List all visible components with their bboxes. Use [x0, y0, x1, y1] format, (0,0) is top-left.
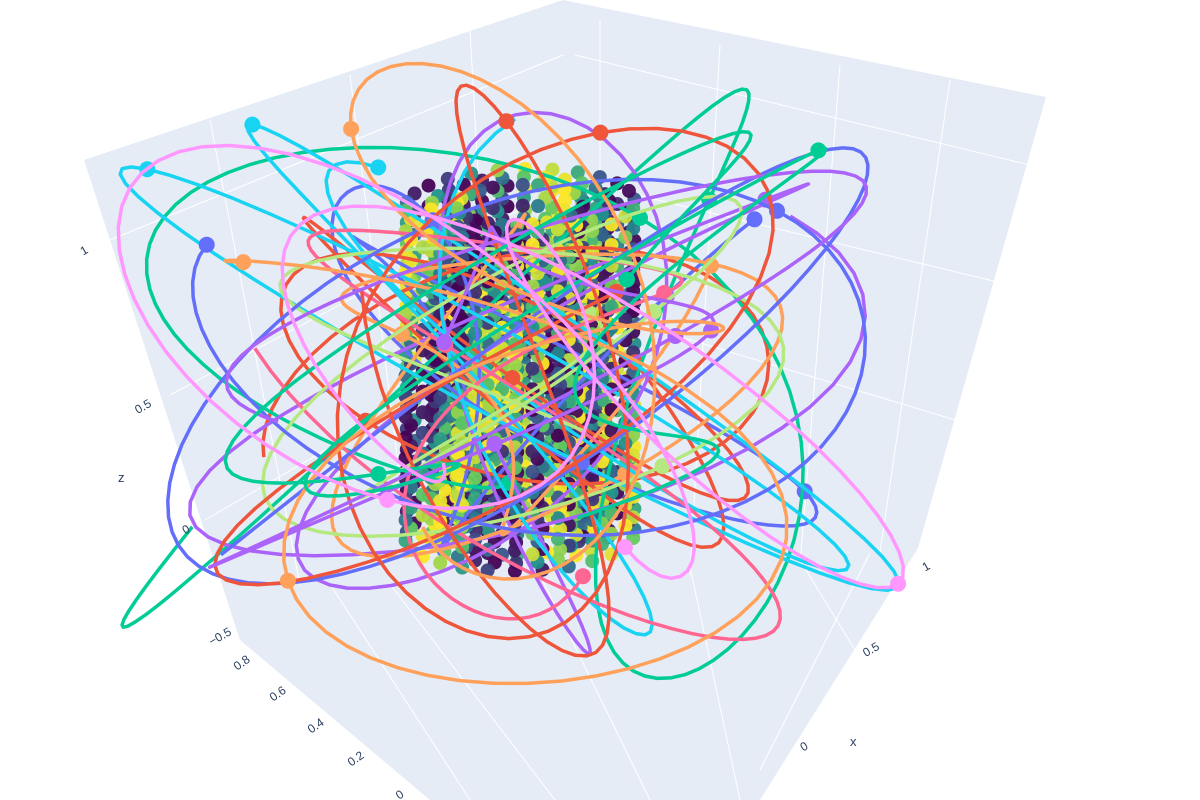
cylinder-point	[415, 405, 430, 420]
trajectory-marker	[393, 326, 410, 343]
cylinder-point	[480, 563, 495, 578]
trajectory-line	[116, 143, 905, 590]
trajectory-line	[260, 194, 786, 539]
trajectory-marker	[616, 539, 633, 556]
trajectory-marker	[592, 124, 609, 141]
trajectory-marker	[436, 334, 453, 351]
trajectory-marker	[498, 113, 515, 130]
trajectory-marker	[370, 466, 387, 482]
cylinder-point	[525, 547, 540, 562]
cylinder-point	[525, 361, 540, 376]
trajectory-marker	[279, 572, 296, 589]
x-tick-label: 1	[920, 559, 933, 575]
z-tick-label: −0.5	[206, 624, 234, 648]
y-tick-label: 0.6	[267, 683, 289, 704]
scene-floor	[240, 548, 918, 800]
grid-line	[689, 44, 721, 576]
trajectory-marker	[575, 568, 591, 585]
trajectory-line	[223, 61, 789, 686]
cylinder-point	[433, 555, 448, 570]
cylinder-point	[550, 428, 565, 443]
trajectory-marker	[343, 120, 360, 137]
x-tick-label: 0.5	[860, 639, 882, 660]
trajectory-marker	[810, 142, 827, 159]
grid-line	[879, 79, 951, 553]
trajectory-marker	[890, 575, 907, 592]
cylinder-point	[515, 177, 530, 192]
cylinder-point	[550, 490, 565, 505]
trajectory-marker	[235, 254, 252, 271]
trajectory-marker	[504, 370, 521, 386]
grid-line	[574, 54, 1031, 166]
trajectory-line	[118, 117, 901, 637]
trajectory-marker	[656, 285, 673, 301]
cylinder-point	[433, 390, 448, 405]
cylinder-point	[421, 178, 436, 193]
cylinder-point	[485, 180, 500, 195]
y-tick-label: 0.4	[305, 715, 327, 736]
x-axis-title: x	[850, 734, 857, 749]
y-tick-label: 0	[393, 787, 407, 800]
trajectory-line	[253, 228, 782, 642]
trajectory-line	[213, 83, 775, 658]
cylinder-point	[525, 464, 540, 479]
x-tick-label: 0	[798, 739, 811, 755]
grid-line	[799, 559, 856, 651]
trajectory-marker	[746, 211, 763, 228]
grid-line	[759, 552, 871, 771]
trajectory-marker	[370, 159, 387, 176]
cylinder-point	[433, 494, 448, 509]
z-axis-title: z	[118, 470, 125, 485]
cylinder-point	[531, 199, 545, 213]
trajectories	[116, 61, 907, 686]
trajectory-marker	[703, 257, 719, 274]
cylinder-point	[455, 416, 470, 431]
y-tick-label: 0.2	[345, 748, 367, 769]
trajectory-marker	[379, 491, 396, 508]
cylinder-point	[550, 222, 565, 237]
z-tick-label: 1	[78, 243, 91, 259]
grid-line	[329, 583, 471, 800]
trajectory-marker	[619, 271, 635, 288]
trajectory-marker	[244, 116, 261, 133]
trajectory-marker	[654, 458, 671, 475]
z-tick-label: 0.5	[132, 396, 154, 417]
cylinder-point	[570, 165, 585, 180]
cylinder-point	[622, 183, 636, 198]
cylinder-point	[515, 198, 530, 213]
grid-line	[209, 119, 301, 586]
trajectory-line	[223, 129, 828, 520]
y-tick-label: 0.8	[231, 652, 253, 673]
grid-line	[389, 583, 556, 800]
trajectory-marker	[198, 236, 215, 253]
grid-line	[689, 566, 741, 800]
